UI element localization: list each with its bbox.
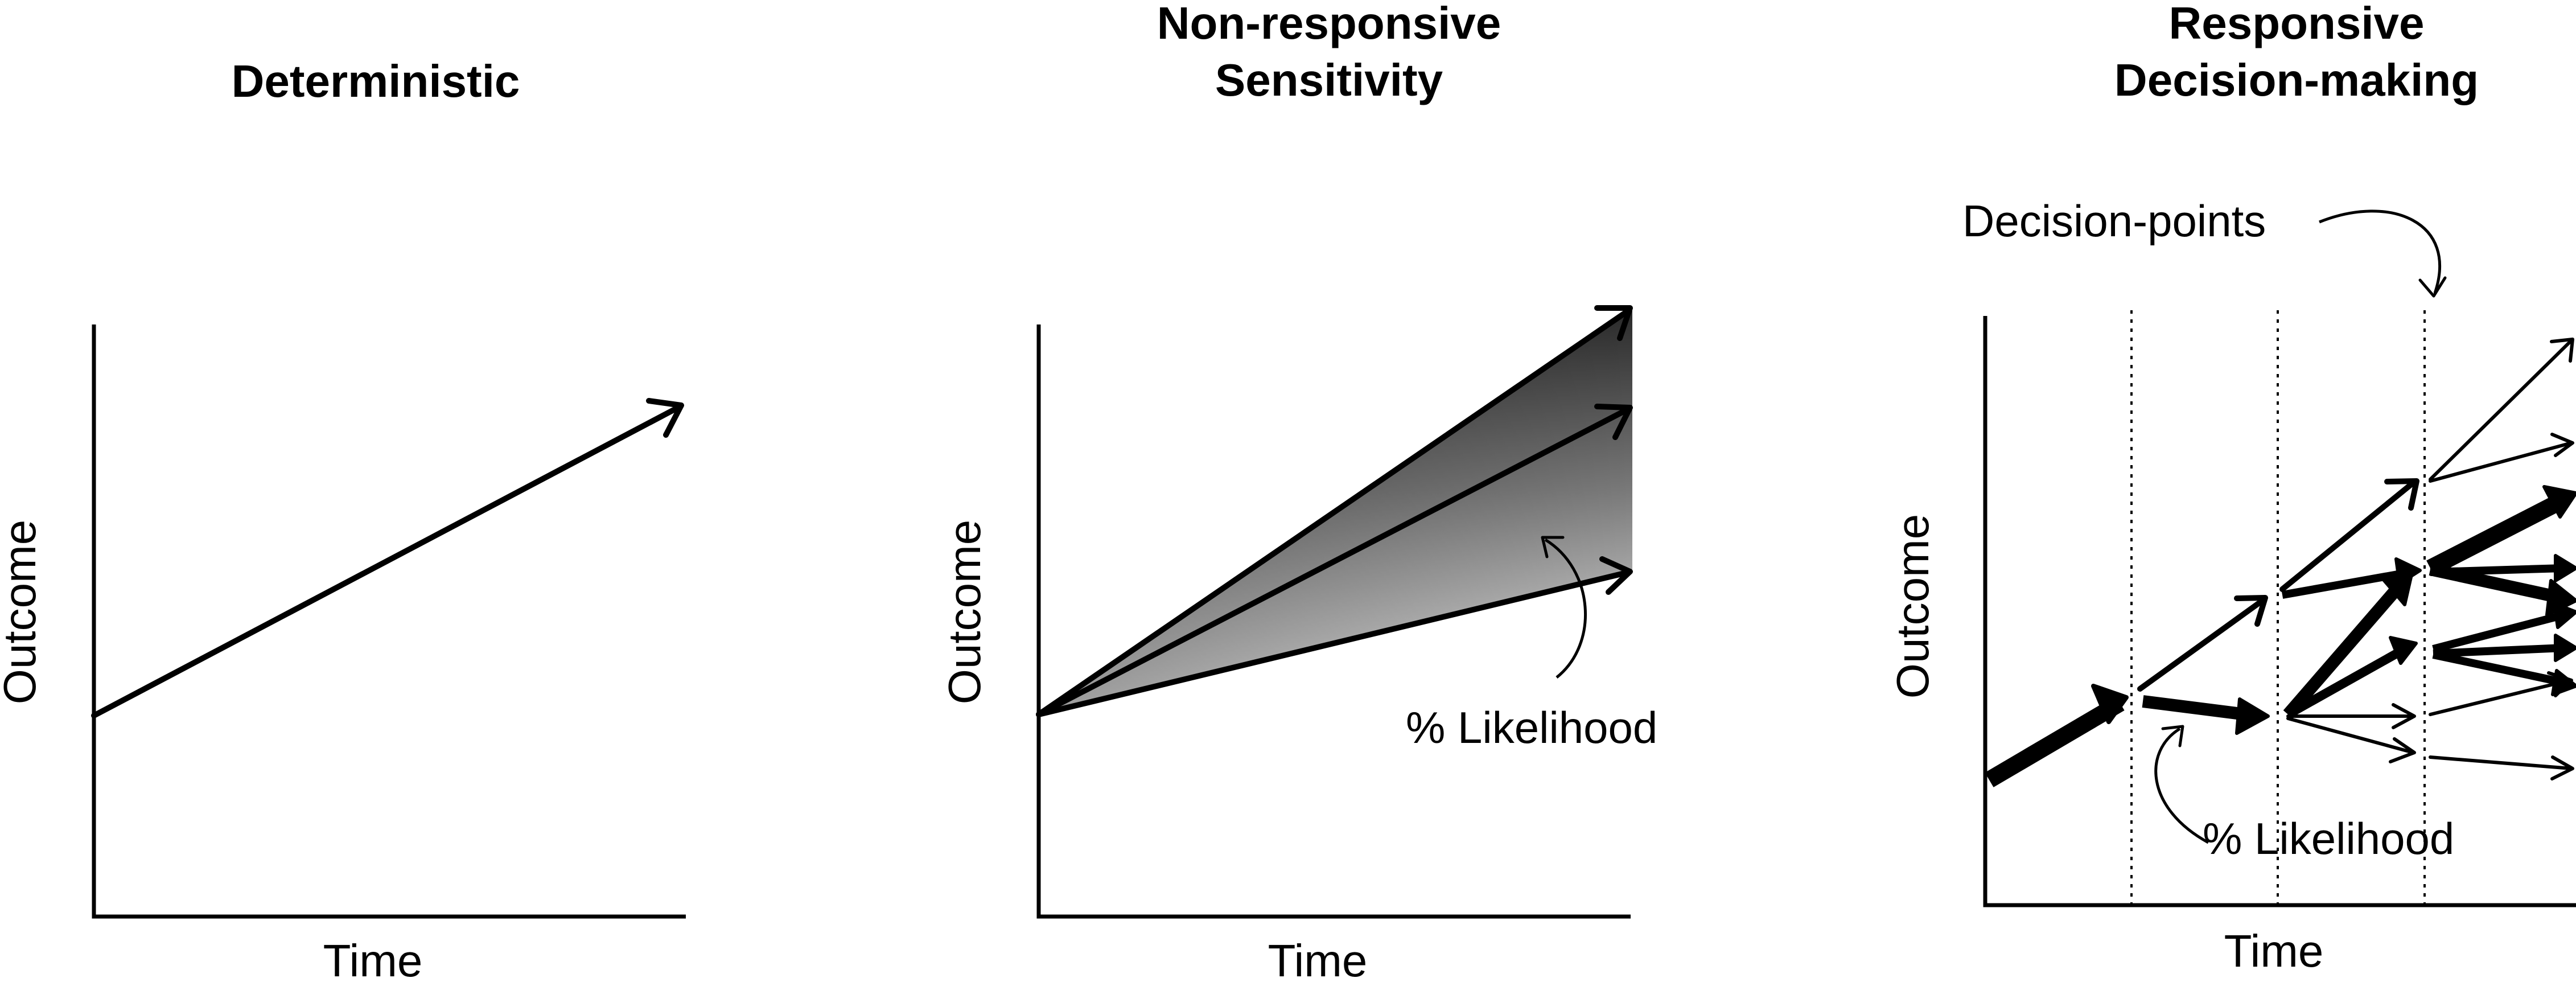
trend-arrow: [91, 404, 683, 718]
middle-arrow: [1036, 406, 1632, 717]
panel-deterministic: Deterministic Time Outcome: [0, 56, 686, 986]
y-axis-label: Outcome: [939, 520, 990, 705]
panel-title-line-2: Decision-making: [2114, 55, 2479, 105]
decision-points-pointer: [2319, 209, 2441, 294]
decision-tree: [1985, 338, 2576, 787]
upper-arrow: [1036, 307, 1632, 717]
x-axis-label: Time: [2224, 926, 2324, 976]
axes: [1983, 316, 2576, 907]
panel-responsive-decision-making: Responsive Decision-making Decision-poin…: [1887, 0, 2576, 976]
panel-title-line-2: Sensitivity: [1215, 55, 1443, 105]
y-axis-label: Outcome: [1887, 514, 1938, 699]
arrowhead: [646, 398, 684, 438]
y-axis-label: Outcome: [0, 520, 45, 705]
x-axis-label: Time: [323, 935, 423, 986]
x-axis-label: Time: [1268, 935, 1368, 986]
likelihood-pointer: [2154, 727, 2209, 844]
axes: [92, 324, 686, 919]
decision-points-annotation: Decision-points: [1962, 196, 2266, 246]
annotation-pointer: [1544, 538, 1587, 679]
panel-title-line-1: Non-responsive: [1157, 0, 1501, 48]
panel-non-responsive-sensitivity: Non-responsive Sensitivity % Likelihood …: [939, 0, 1657, 986]
panel-title: Deterministic: [232, 56, 520, 106]
likelihood-annotation: % Likelihood: [2203, 814, 2454, 864]
panel-title-line-1: Responsive: [2168, 0, 2424, 48]
lower-arrow: [1036, 569, 1632, 717]
likelihood-annotation: % Likelihood: [1406, 702, 1657, 753]
axes: [1036, 324, 1631, 919]
